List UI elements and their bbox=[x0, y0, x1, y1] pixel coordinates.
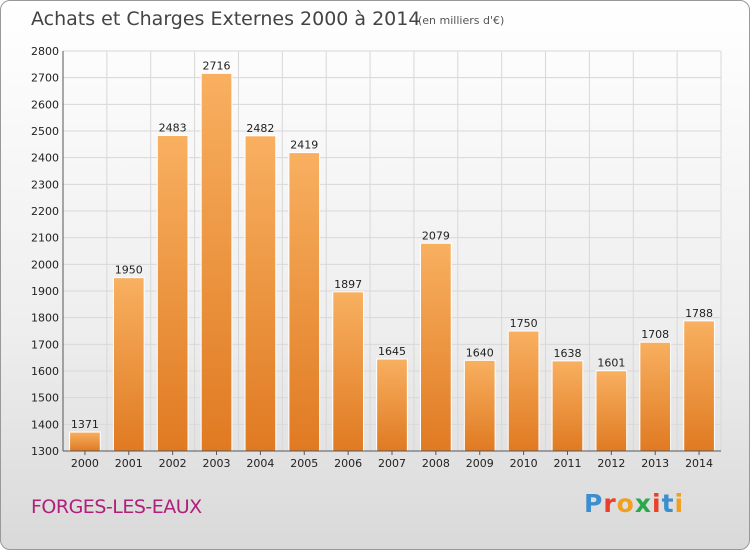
commune-name: FORGES-LES-EAUX bbox=[31, 496, 202, 518]
value-label-2014: 1788 bbox=[685, 307, 713, 320]
x-tick-label-2014: 2014 bbox=[685, 457, 713, 470]
value-label-2012: 1601 bbox=[597, 357, 625, 370]
bar-2007 bbox=[376, 358, 408, 452]
y-tick-label: 2600 bbox=[31, 98, 59, 111]
y-tick-label: 1500 bbox=[31, 392, 59, 405]
value-label-2011: 1638 bbox=[553, 347, 581, 360]
y-tick-label: 2100 bbox=[31, 232, 59, 245]
x-tick-label-2000: 2000 bbox=[71, 457, 99, 470]
bar-2003 bbox=[200, 72, 233, 452]
bar-2002 bbox=[156, 135, 189, 452]
x-tick-label-2003: 2003 bbox=[203, 457, 231, 470]
y-tick-label: 2400 bbox=[31, 152, 59, 165]
value-label-2008: 2079 bbox=[422, 229, 450, 242]
value-label-2013: 1708 bbox=[641, 328, 669, 341]
bar-2000 bbox=[69, 431, 101, 452]
y-tick-label: 2300 bbox=[31, 178, 59, 191]
value-label-2004: 2482 bbox=[246, 122, 274, 135]
bar-2004 bbox=[244, 135, 277, 452]
y-tick-label: 1400 bbox=[31, 418, 59, 431]
logo-letter: i bbox=[652, 489, 662, 518]
value-label-2003: 2716 bbox=[203, 59, 231, 72]
proxiti-logo: Proxiti bbox=[584, 489, 684, 518]
bar-2013 bbox=[639, 341, 672, 452]
y-tick-label: 1700 bbox=[31, 338, 59, 351]
bar-2005 bbox=[288, 152, 321, 452]
logo-letter: x bbox=[634, 489, 652, 518]
y-tick-label: 2700 bbox=[31, 72, 59, 85]
bar-2011 bbox=[551, 360, 584, 452]
value-label-2002: 2483 bbox=[159, 122, 187, 135]
value-label-2001: 1950 bbox=[115, 264, 143, 277]
x-tick-label-2012: 2012 bbox=[597, 457, 625, 470]
y-tick-label: 2200 bbox=[31, 205, 59, 218]
value-label-2007: 1645 bbox=[378, 345, 406, 358]
y-tick-label: 2000 bbox=[31, 258, 59, 271]
bar-2010 bbox=[507, 330, 540, 452]
y-tick-label: 1300 bbox=[31, 445, 59, 458]
value-label-2005: 2419 bbox=[290, 139, 318, 152]
x-tick-label-2008: 2008 bbox=[422, 457, 450, 470]
y-tick-label: 1800 bbox=[31, 312, 59, 325]
x-tick-label-2006: 2006 bbox=[334, 457, 362, 470]
logo-letter: o bbox=[616, 489, 635, 518]
bars: 1371 1950 2483 2716 2482 2419 1897 1645 2079 1640… bbox=[69, 59, 715, 452]
bar-2008 bbox=[420, 242, 452, 452]
x-tick-label-2009: 2009 bbox=[466, 457, 494, 470]
logo-letter: t bbox=[661, 489, 675, 518]
logo-letter: P bbox=[584, 489, 604, 518]
y-tick-label: 1900 bbox=[31, 285, 59, 298]
value-label-2000: 1371 bbox=[71, 418, 99, 431]
chart-title: Achats et Charges Externes 2000 à 2014 bbox=[31, 8, 421, 30]
x-tick-label-2001: 2001 bbox=[115, 457, 143, 470]
y-tick-label: 2800 bbox=[31, 45, 59, 58]
logo-letter: r bbox=[603, 489, 617, 518]
x-tick-label-2007: 2007 bbox=[378, 457, 406, 470]
x-tick-label-2002: 2002 bbox=[159, 457, 187, 470]
bar-2006 bbox=[332, 291, 364, 452]
chart-unit-label: (en milliers d'€) bbox=[418, 14, 505, 27]
bar-2009 bbox=[463, 359, 496, 452]
bar-2014 bbox=[683, 320, 715, 452]
x-tick-label-2013: 2013 bbox=[641, 457, 669, 470]
value-label-2010: 1750 bbox=[510, 317, 538, 330]
x-tick-label-2011: 2011 bbox=[553, 457, 581, 470]
bar-2012 bbox=[595, 370, 628, 452]
x-tick-label-2004: 2004 bbox=[246, 457, 274, 470]
x-tick-label-2010: 2010 bbox=[510, 457, 538, 470]
logo-letter: i bbox=[674, 489, 685, 518]
value-label-2009: 1640 bbox=[466, 346, 494, 359]
y-tick-label: 2500 bbox=[31, 125, 59, 138]
value-label-2006: 1897 bbox=[334, 278, 362, 291]
y-tick-label: 1600 bbox=[31, 365, 59, 378]
x-tick-label-2005: 2005 bbox=[290, 457, 318, 470]
axes: 1300 1400 1500 1600 1700 1800 1900 2000 2100 2200… bbox=[31, 45, 721, 470]
bar-2001 bbox=[112, 277, 145, 452]
